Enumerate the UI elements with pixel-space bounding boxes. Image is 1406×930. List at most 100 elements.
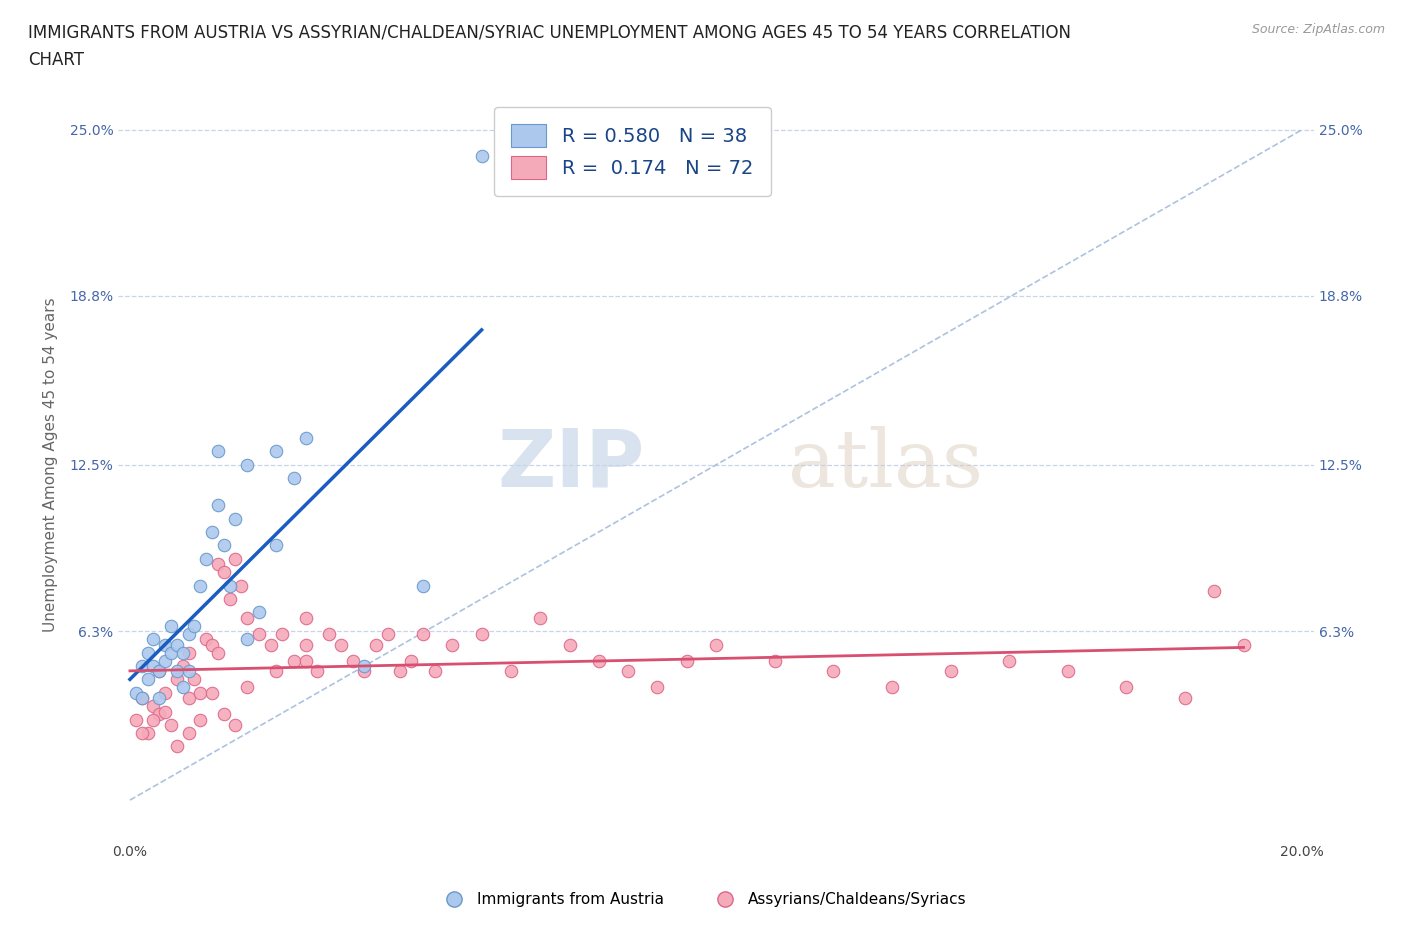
Point xyxy=(172,645,194,660)
Point xyxy=(224,718,246,733)
Point xyxy=(148,664,170,679)
Point xyxy=(177,627,200,642)
Point xyxy=(207,557,229,572)
Point xyxy=(342,653,364,668)
Point xyxy=(1115,680,1137,695)
Text: ZIP: ZIP xyxy=(498,426,644,504)
Point xyxy=(377,627,399,642)
Point xyxy=(823,664,845,679)
Point xyxy=(188,578,211,593)
Point xyxy=(212,565,235,579)
Point xyxy=(366,637,388,652)
Point xyxy=(183,672,205,687)
Point xyxy=(471,149,494,164)
Legend: Immigrants from Austria, Assyrians/Chaldeans/Syriacs: Immigrants from Austria, Assyrians/Chald… xyxy=(433,886,973,913)
Point xyxy=(177,691,200,706)
Point xyxy=(329,637,352,652)
Point xyxy=(131,658,153,673)
Point xyxy=(183,618,205,633)
Point xyxy=(207,498,229,512)
Point xyxy=(166,672,188,687)
Text: Source: ZipAtlas.com: Source: ZipAtlas.com xyxy=(1251,23,1385,36)
Point xyxy=(271,627,294,642)
Point xyxy=(353,664,375,679)
Point xyxy=(388,664,411,679)
Point xyxy=(266,444,288,458)
Point xyxy=(1204,583,1226,598)
Point xyxy=(294,431,316,445)
Point xyxy=(588,653,610,668)
Point xyxy=(529,610,551,625)
Point xyxy=(177,725,200,740)
Point xyxy=(647,680,669,695)
Point xyxy=(704,637,727,652)
Point xyxy=(294,610,316,625)
Point xyxy=(212,538,235,552)
Point xyxy=(160,618,183,633)
Point xyxy=(201,685,224,700)
Point xyxy=(283,653,305,668)
Point xyxy=(294,637,316,652)
Point xyxy=(177,664,200,679)
Point xyxy=(153,637,176,652)
Point xyxy=(939,664,962,679)
Point xyxy=(142,698,165,713)
Point xyxy=(188,685,211,700)
Point xyxy=(224,512,246,526)
Y-axis label: Unemployment Among Ages 45 to 54 years: Unemployment Among Ages 45 to 54 years xyxy=(44,298,58,632)
Point xyxy=(153,685,176,700)
Point xyxy=(423,664,446,679)
Point xyxy=(231,578,253,593)
Point xyxy=(172,680,194,695)
Point xyxy=(266,664,288,679)
Legend: R = 0.580   N = 38, R =  0.174   N = 72: R = 0.580 N = 38, R = 0.174 N = 72 xyxy=(494,107,770,196)
Point xyxy=(1056,664,1078,679)
Point xyxy=(224,551,246,566)
Point xyxy=(236,458,259,472)
Point xyxy=(218,578,240,593)
Point xyxy=(763,653,786,668)
Point xyxy=(153,704,176,719)
Point xyxy=(160,645,183,660)
Point xyxy=(142,658,165,673)
Point xyxy=(142,631,165,646)
Point xyxy=(283,471,305,485)
Point xyxy=(401,653,423,668)
Point xyxy=(880,680,903,695)
Point xyxy=(412,627,434,642)
Point xyxy=(675,653,697,668)
Point xyxy=(471,627,494,642)
Point xyxy=(207,645,229,660)
Point xyxy=(247,627,270,642)
Point xyxy=(617,664,640,679)
Point xyxy=(259,637,281,652)
Text: IMMIGRANTS FROM AUSTRIA VS ASSYRIAN/CHALDEAN/SYRIAC UNEMPLOYMENT AMONG AGES 45 T: IMMIGRANTS FROM AUSTRIA VS ASSYRIAN/CHAL… xyxy=(28,23,1071,41)
Point xyxy=(201,637,224,652)
Point xyxy=(172,658,194,673)
Point xyxy=(131,725,153,740)
Point xyxy=(125,685,148,700)
Point xyxy=(125,712,148,727)
Point xyxy=(148,691,170,706)
Point xyxy=(131,691,153,706)
Point xyxy=(307,664,329,679)
Point xyxy=(236,631,259,646)
Point xyxy=(136,672,159,687)
Point xyxy=(166,637,188,652)
Point xyxy=(195,631,218,646)
Point xyxy=(136,725,159,740)
Point xyxy=(266,538,288,552)
Point xyxy=(131,691,153,706)
Text: atlas: atlas xyxy=(787,426,983,504)
Point xyxy=(201,525,224,539)
Text: CHART: CHART xyxy=(28,51,84,69)
Point xyxy=(558,637,581,652)
Point xyxy=(318,627,340,642)
Point xyxy=(166,664,188,679)
Point xyxy=(441,637,464,652)
Point xyxy=(148,664,170,679)
Point xyxy=(218,591,240,606)
Point xyxy=(247,604,270,619)
Point xyxy=(207,444,229,458)
Point xyxy=(142,712,165,727)
